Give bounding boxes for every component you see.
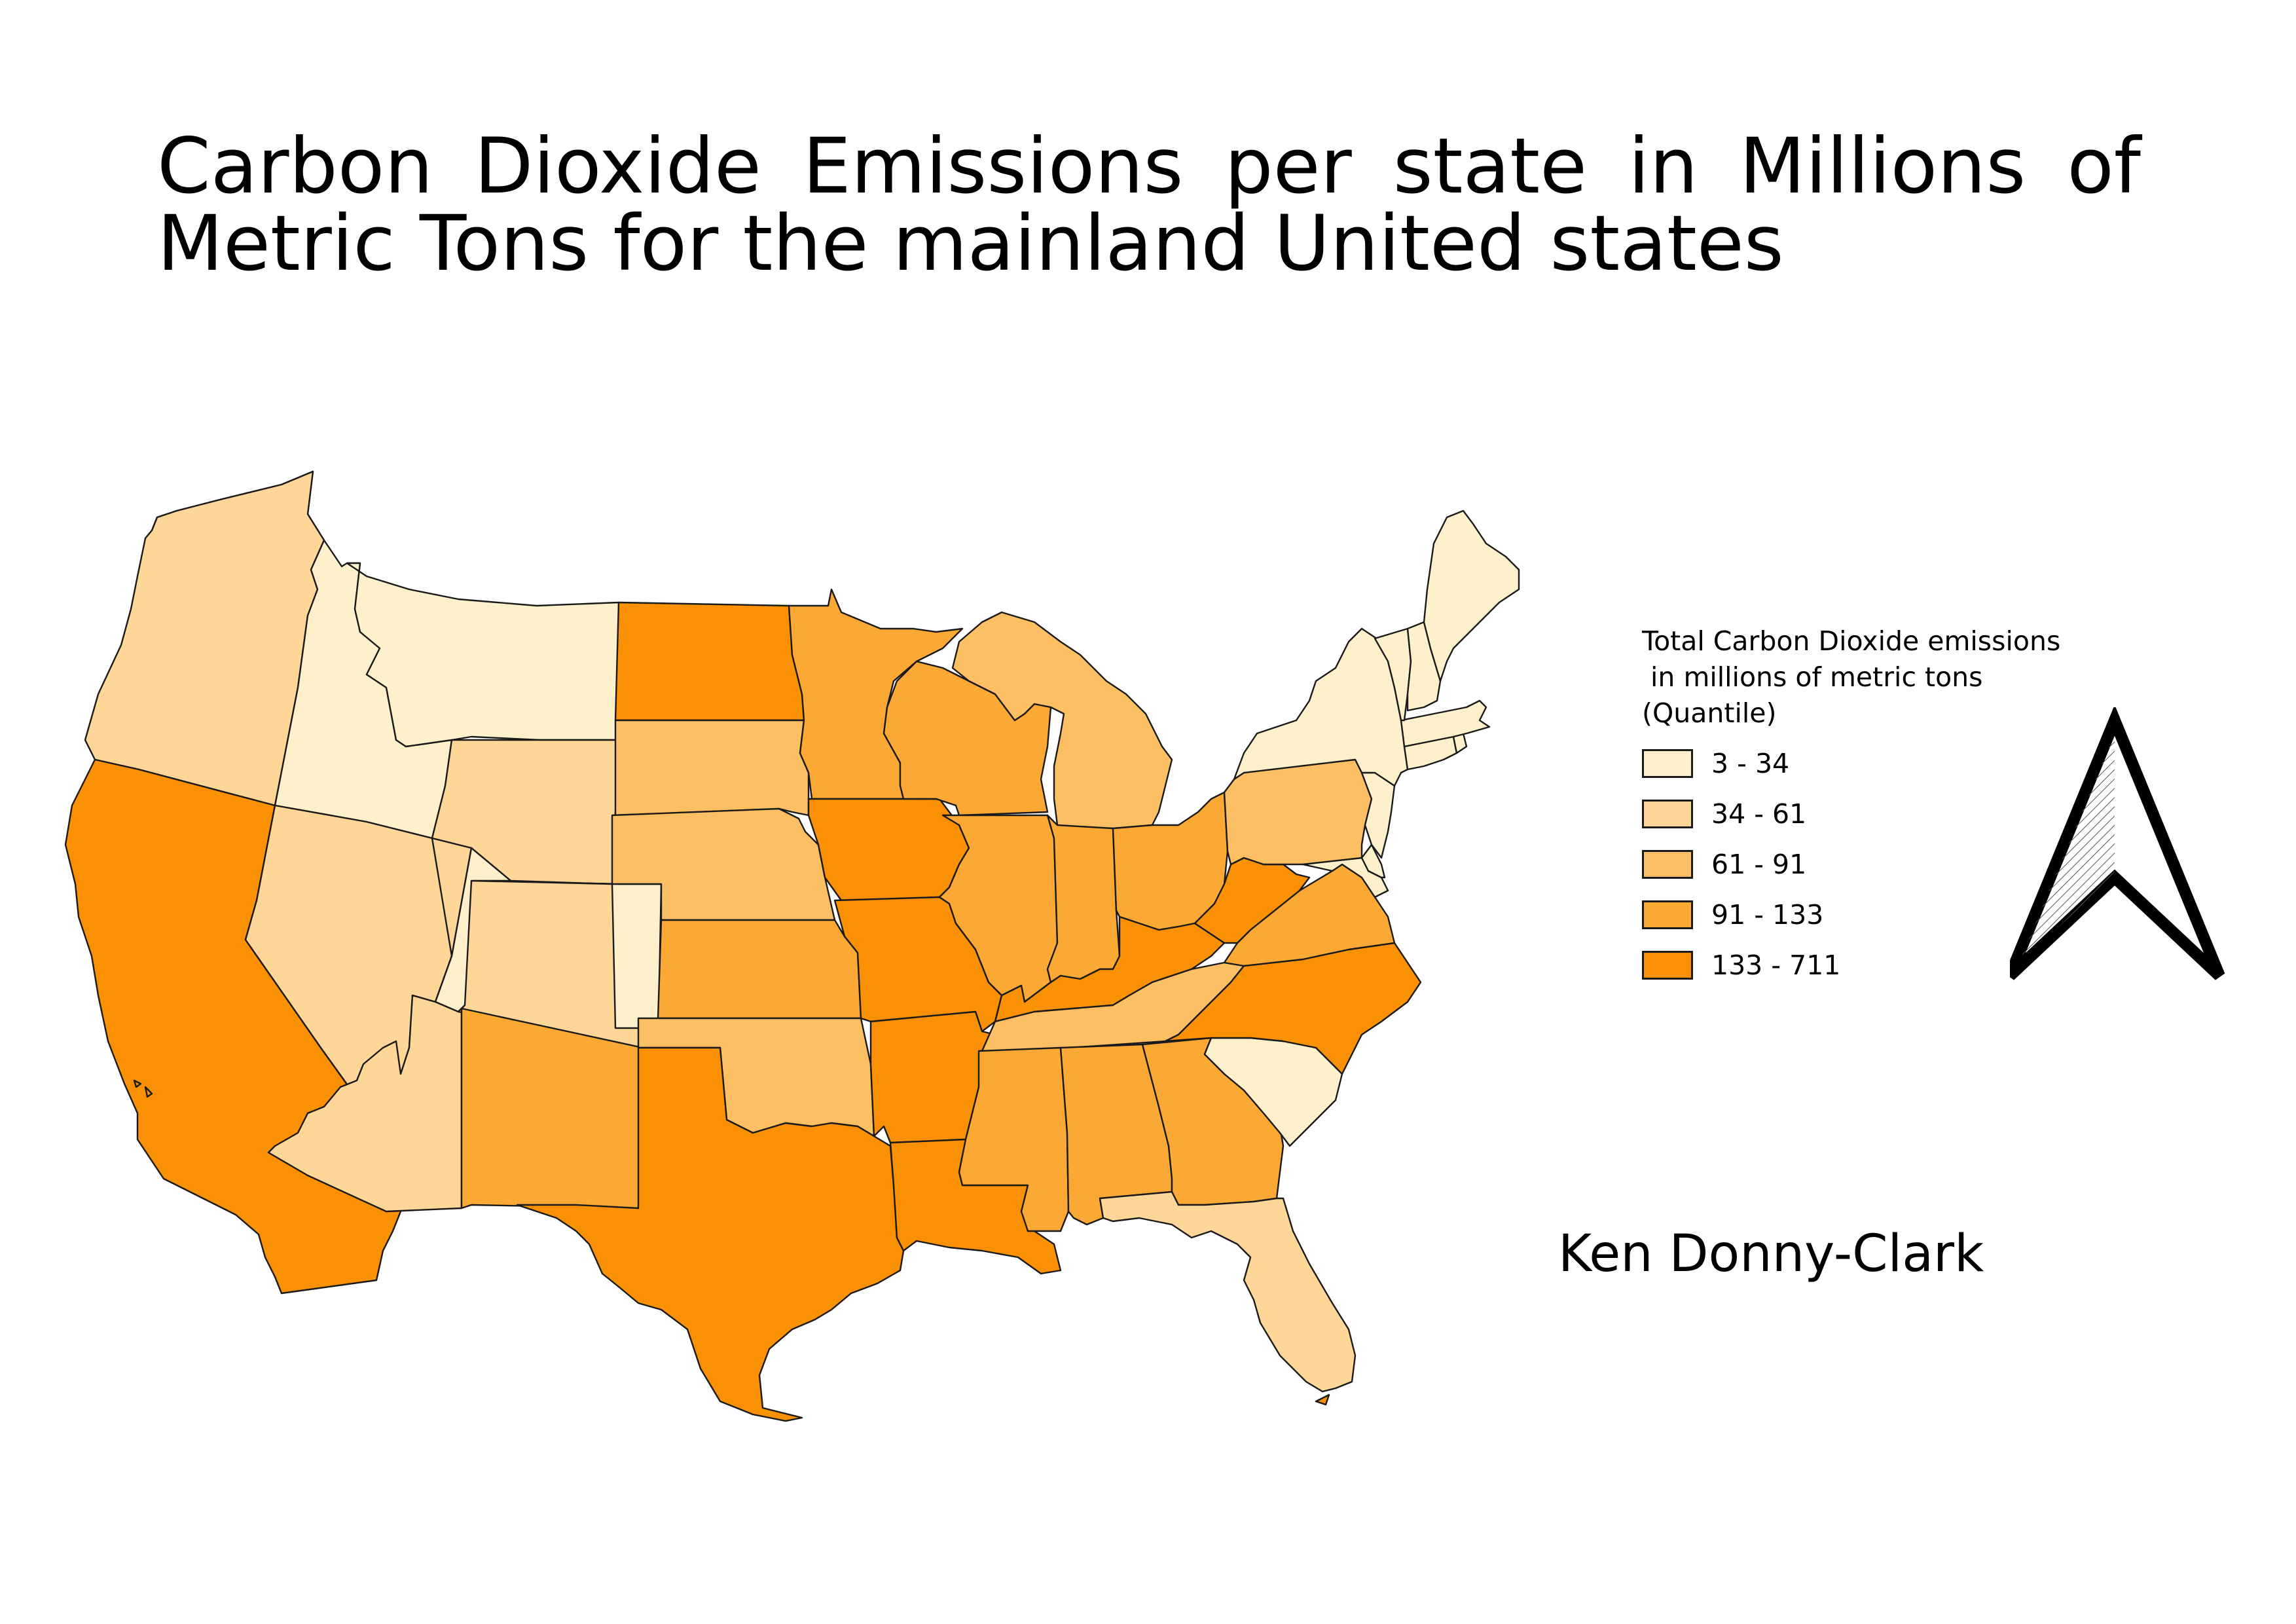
state-illinois — [807, 798, 970, 902]
map-title: Carbon Dioxide Emissions per state in Mi… — [157, 121, 2141, 288]
legend-label: 3 - 34 — [1711, 747, 1790, 779]
legend-title: Total Carbon Dioxide emissions in millio… — [1642, 625, 2061, 729]
state-missouri — [657, 919, 862, 1020]
legend-swatch — [1642, 900, 1693, 929]
state-louisiana — [516, 1046, 905, 1422]
legend-item: 91 - 133 — [1642, 889, 2166, 940]
state-shape — [1400, 699, 1491, 748]
legend-swatch — [1642, 748, 1693, 778]
legend-item: 3 - 34 — [1642, 738, 2166, 788]
island-shape — [133, 1079, 142, 1088]
state-texas — [614, 601, 805, 722]
legend-swatch — [1642, 849, 1693, 879]
legend-label: 91 - 133 — [1711, 898, 1824, 931]
author-credit: Ken Donny-Clark — [1558, 1225, 1984, 1283]
legend-item: 34 - 61 — [1642, 788, 2166, 839]
map-legend: Total Carbon Dioxide emissions in millio… — [1642, 623, 2166, 990]
state-minnesota — [614, 719, 810, 817]
state-maryland — [1099, 1190, 1357, 1393]
legend-swatch — [1642, 950, 1693, 980]
island-shape — [1315, 1393, 1330, 1406]
legend-label: 133 - 711 — [1711, 949, 1841, 981]
state-pennsylvania — [1164, 942, 1422, 1075]
state-new-york — [1194, 857, 1311, 944]
state-new-hampshire — [1233, 627, 1409, 787]
north-arrow-icon — [2010, 707, 2225, 980]
legend-item: 61 - 91 — [1642, 839, 2166, 889]
legend-item: 133 - 711 — [1642, 940, 2166, 990]
legend-label: 61 - 91 — [1711, 848, 1807, 880]
state-alabama — [1046, 814, 1121, 984]
legend-swatch — [1642, 799, 1693, 828]
state-shape — [1423, 509, 1520, 682]
state-massachusetts — [1223, 758, 1373, 866]
island-shape — [144, 1086, 153, 1098]
legend-label: 34 - 61 — [1711, 798, 1807, 830]
